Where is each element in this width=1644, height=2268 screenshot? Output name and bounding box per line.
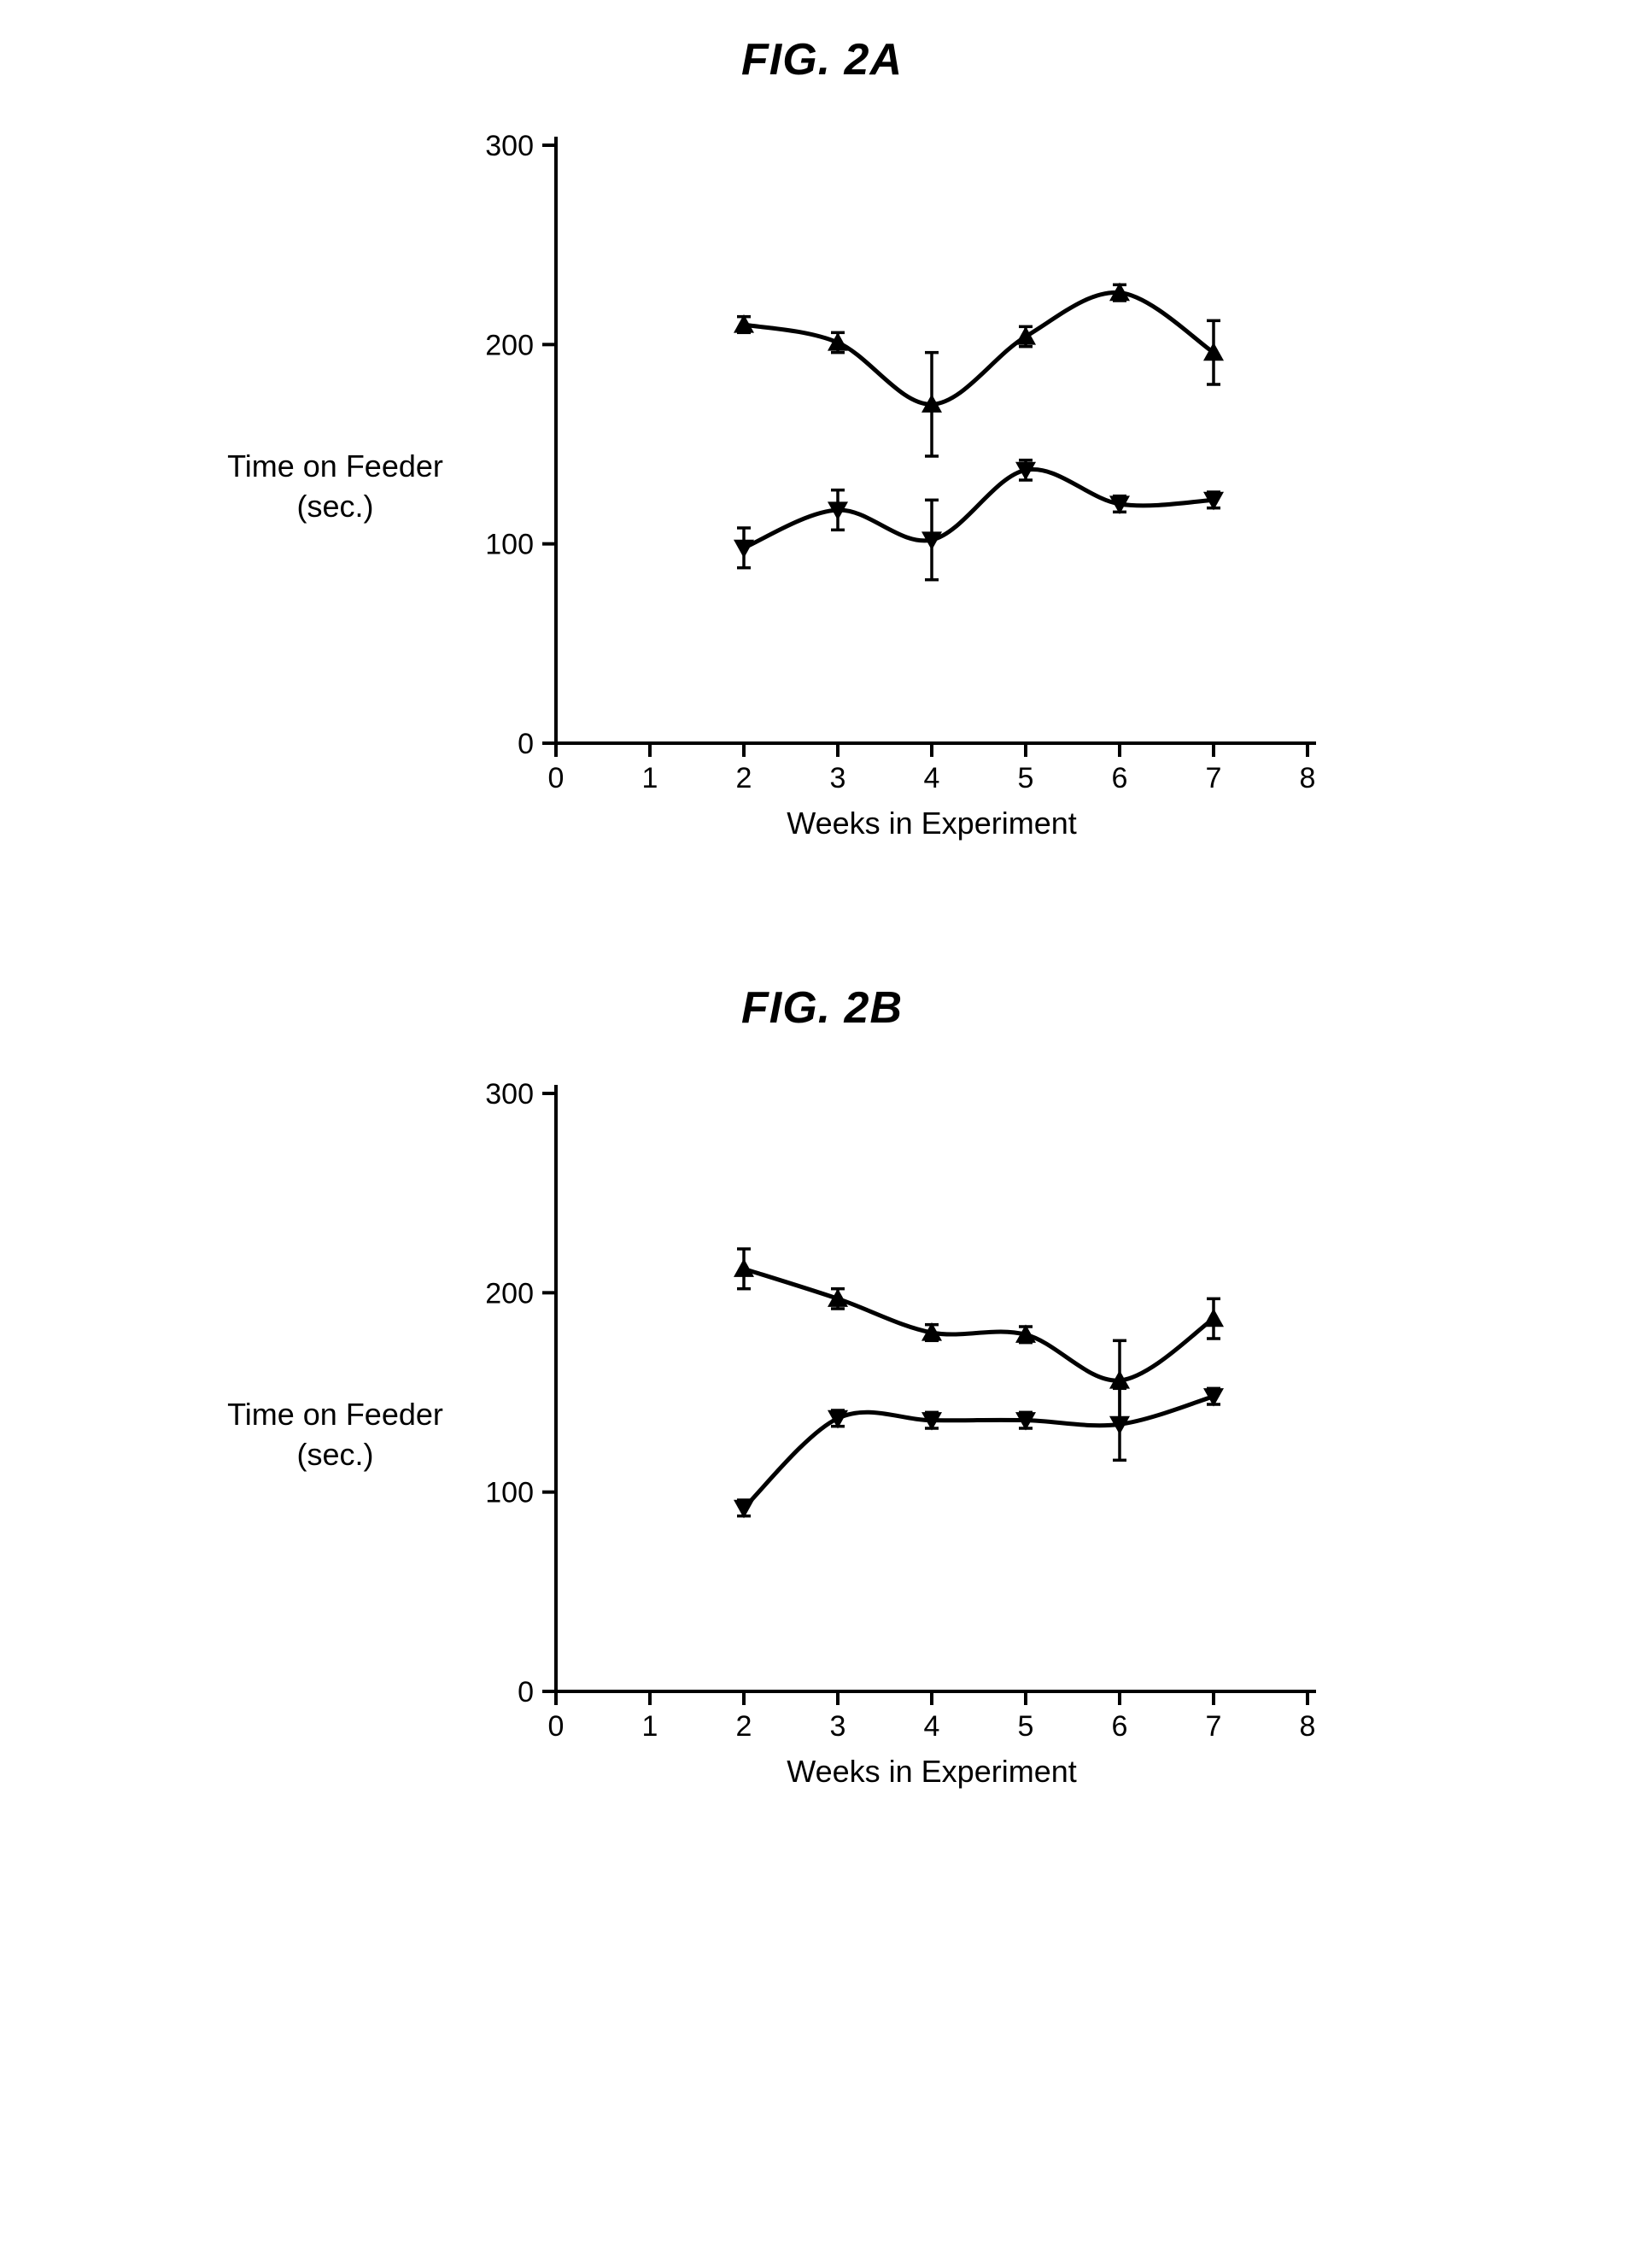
svg-text:7: 7	[1205, 1710, 1221, 1743]
svg-text:4: 4	[923, 762, 939, 794]
figure-1: FIG. 2B Time on Feeder(sec.) 0 100 200 300 0 1 2…	[225, 982, 1420, 1811]
svg-text:2: 2	[735, 1710, 752, 1743]
svg-text:5: 5	[1017, 1710, 1033, 1743]
svg-text:5: 5	[1017, 762, 1033, 794]
figure-container: FIG. 2ATime on Feeder(sec.)0100200300012…	[225, 34, 1420, 1811]
svg-text:200: 200	[485, 1277, 534, 1310]
svg-text:200: 200	[485, 329, 534, 361]
svg-text:300: 300	[485, 130, 534, 162]
svg-text:6: 6	[1111, 1710, 1127, 1743]
svg-text:Weeks in Experiment: Weeks in Experiment	[787, 806, 1076, 841]
figure-title: FIG. 2B	[225, 982, 1420, 1034]
svg-text:100: 100	[485, 1477, 534, 1509]
svg-text:0: 0	[518, 728, 534, 760]
svg-text:300: 300	[485, 1078, 534, 1111]
svg-text:6: 6	[1111, 762, 1127, 794]
svg-text:1: 1	[641, 1710, 658, 1743]
chart-wrap: 0 100 200 300 0 1 2 3 4 5 6 7 8 Weeks in Experiment	[462, 1059, 1359, 1811]
figure-title: FIG. 2A	[225, 34, 1420, 85]
svg-text:Weeks in Experiment: Weeks in Experiment	[787, 1754, 1076, 1789]
chart-wrap: 0 100 200 300 0 1 2 3 4 5 6 7 8 Weeks in Experiment	[462, 111, 1359, 863]
chart-row: Time on Feeder(sec.) 0 100 200 300 0 1 2 3 4 5 6 7 8 W…	[225, 1059, 1420, 1811]
figure-0: FIG. 2A Time on Feeder(sec.) 0 100 200 300 0 1 2…	[225, 34, 1420, 863]
svg-text:2: 2	[735, 762, 752, 794]
svg-text:8: 8	[1299, 762, 1315, 794]
svg-text:3: 3	[829, 1710, 845, 1743]
y-axis-label: Time on Feeder(sec.)	[225, 1395, 447, 1475]
svg-text:3: 3	[829, 762, 845, 794]
y-axis-label: Time on Feeder(sec.)	[225, 447, 447, 527]
svg-text:1: 1	[641, 762, 658, 794]
svg-text:8: 8	[1299, 1710, 1315, 1743]
svg-text:0: 0	[547, 762, 564, 794]
svg-text:100: 100	[485, 529, 534, 561]
svg-text:0: 0	[518, 1676, 534, 1708]
svg-text:0: 0	[547, 1710, 564, 1743]
svg-text:7: 7	[1205, 762, 1221, 794]
chart-svg: 0 100 200 300 0 1 2 3 4 5 6 7 8 Weeks in Experiment	[462, 111, 1359, 863]
chart-svg: 0 100 200 300 0 1 2 3 4 5 6 7 8 Weeks in Experiment	[462, 1059, 1359, 1811]
chart-row: Time on Feeder(sec.) 0 100 200 300 0 1 2 3 4 5 6 7 8 W…	[225, 111, 1420, 863]
svg-text:4: 4	[923, 1710, 939, 1743]
